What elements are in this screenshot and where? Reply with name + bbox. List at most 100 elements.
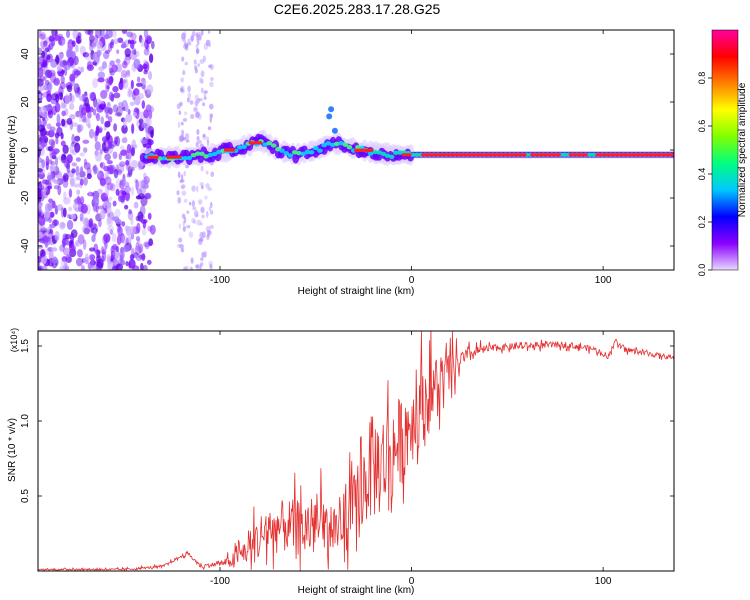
noise-speckle bbox=[42, 58, 48, 68]
ridge-core bbox=[279, 148, 285, 153]
noise-speckle bbox=[69, 175, 77, 185]
noise-speckle bbox=[109, 228, 114, 235]
noise-speckle bbox=[69, 103, 75, 110]
noise-speckle bbox=[208, 206, 212, 212]
noise-speckle bbox=[143, 172, 147, 180]
noise-speckle bbox=[185, 139, 190, 143]
noise-speckle bbox=[208, 103, 214, 110]
noise-speckle bbox=[96, 49, 101, 58]
noise-speckle bbox=[79, 196, 85, 205]
noise-speckle bbox=[185, 265, 189, 270]
noise-speckle bbox=[66, 48, 72, 59]
noise-speckle bbox=[179, 243, 184, 249]
noise-speckle bbox=[197, 34, 202, 41]
noise-speckle bbox=[76, 249, 83, 258]
noise-speckle bbox=[141, 228, 147, 236]
noise-speckle bbox=[193, 107, 198, 112]
ridge-core bbox=[325, 141, 332, 146]
noise-speckle bbox=[149, 130, 154, 138]
spectrogram-panel: -100 0 100 -40 -20 0 20 40 Height of straight … bbox=[7, 29, 675, 297]
noise-speckle bbox=[42, 76, 47, 81]
noise-speckle bbox=[115, 188, 120, 196]
ridge-core bbox=[371, 149, 378, 155]
noise-speckle bbox=[42, 57, 49, 69]
noise-speckle bbox=[104, 207, 108, 214]
noise-speckle bbox=[118, 101, 124, 108]
noise-speckle bbox=[147, 71, 153, 80]
noise-speckle bbox=[181, 129, 185, 137]
noise-speckle bbox=[200, 87, 204, 94]
noise-speckle bbox=[124, 204, 129, 210]
noise-speckle bbox=[148, 53, 154, 64]
noise-speckle bbox=[38, 231, 43, 240]
noise-speckle bbox=[140, 262, 144, 270]
noise-speckle bbox=[45, 182, 53, 189]
ridge-core bbox=[237, 145, 243, 150]
noise-speckle bbox=[183, 266, 187, 270]
noise-speckle bbox=[126, 69, 131, 75]
noise-speckle bbox=[60, 140, 66, 147]
noise-speckle bbox=[66, 117, 73, 125]
ridge-core bbox=[355, 144, 361, 150]
noise-speckle bbox=[144, 192, 152, 200]
noise-speckle bbox=[104, 176, 112, 185]
noise-speckle bbox=[207, 187, 213, 191]
noise-speckle bbox=[119, 248, 125, 260]
noise-speckle bbox=[113, 136, 118, 145]
noise-speckle bbox=[206, 210, 209, 218]
noise-speckle bbox=[127, 108, 131, 115]
noise-speckle bbox=[209, 63, 214, 71]
ridge-core bbox=[203, 154, 209, 159]
colorbar-frame bbox=[711, 29, 739, 271]
noise-speckle bbox=[69, 144, 74, 154]
noise-speckle bbox=[71, 168, 76, 174]
noise-speckle bbox=[90, 257, 95, 269]
noise-speckle bbox=[45, 155, 50, 167]
noise-speckle bbox=[89, 44, 94, 52]
noise-speckle bbox=[38, 78, 44, 87]
noise-speckle bbox=[148, 238, 154, 247]
noise-speckle bbox=[42, 187, 46, 198]
noise-speckle bbox=[53, 185, 60, 190]
noise-speckle bbox=[113, 38, 119, 45]
noise-speckle bbox=[209, 116, 213, 123]
ridge-peak bbox=[568, 153, 588, 157]
noise-speckle bbox=[89, 34, 95, 43]
noise-speckle bbox=[129, 39, 135, 50]
noise-speckle bbox=[200, 222, 203, 226]
noise-speckle bbox=[205, 225, 211, 232]
noise-speckle bbox=[191, 200, 195, 208]
noise-speckle bbox=[132, 111, 138, 117]
noise-speckle bbox=[83, 227, 90, 235]
noise-speckle bbox=[130, 147, 135, 157]
noise-speckle bbox=[143, 48, 150, 56]
noise-speckle bbox=[73, 198, 81, 204]
noise-speckle bbox=[64, 94, 71, 105]
noise-speckle bbox=[116, 106, 123, 117]
noise-speckle bbox=[62, 247, 70, 256]
noise-speckle bbox=[197, 31, 201, 37]
noise-speckle bbox=[138, 34, 143, 43]
snr-y-tick-label: 1.0 bbox=[20, 414, 31, 428]
noise-speckle bbox=[103, 165, 110, 172]
noise-speckle bbox=[97, 188, 103, 194]
noise-speckle bbox=[199, 182, 205, 186]
ridge-core bbox=[262, 142, 268, 147]
noise-speckle bbox=[142, 63, 148, 70]
noise-speckle bbox=[123, 117, 127, 129]
noise-speckle bbox=[38, 33, 46, 40]
noise-speckle bbox=[84, 91, 88, 97]
noise-speckle bbox=[84, 52, 92, 61]
noise-speckle bbox=[147, 225, 153, 232]
noise-speckle bbox=[75, 242, 82, 247]
noise-speckle bbox=[135, 179, 139, 191]
noise-speckle bbox=[101, 251, 107, 262]
noise-speckle bbox=[191, 217, 196, 224]
noise-speckle bbox=[47, 185, 52, 190]
noise-speckle bbox=[200, 78, 204, 84]
noise-speckle bbox=[202, 133, 206, 138]
noise-speckle bbox=[66, 84, 73, 93]
noise-speckle bbox=[96, 258, 104, 269]
noise-speckle bbox=[50, 247, 58, 252]
